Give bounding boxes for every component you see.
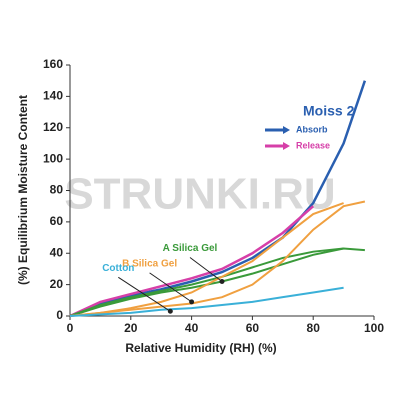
annotation-pointer xyxy=(118,276,171,312)
y-tick-label: 60 xyxy=(50,214,64,228)
y-tick-label: 80 xyxy=(50,183,64,197)
x-axis-label: Relative Humidity (RH) (%) xyxy=(125,341,276,355)
series-line xyxy=(69,205,315,318)
y-tick-label: 0 xyxy=(56,308,63,322)
x-tick-label: 20 xyxy=(124,321,138,335)
y-axis-label: (%) Equilibrium Moisture Content xyxy=(16,95,30,285)
y-tick-label: 20 xyxy=(50,277,64,291)
series-line xyxy=(69,247,344,317)
series-line xyxy=(69,286,344,317)
annotation-point xyxy=(219,278,225,284)
series-line xyxy=(69,202,344,317)
y-tick-label: 160 xyxy=(43,57,63,71)
x-tick-label: 40 xyxy=(185,321,199,335)
legend-arrow xyxy=(283,142,290,150)
annotation-point xyxy=(189,299,195,305)
x-tick-label: 60 xyxy=(246,321,260,335)
y-tick-label: 120 xyxy=(43,120,63,134)
annotation-pointer xyxy=(149,272,192,303)
annotation-text: Cotton xyxy=(102,263,134,274)
series-line xyxy=(69,80,367,318)
x-tick-label: 0 xyxy=(67,321,74,335)
legend-title: Moiss 2 xyxy=(303,103,355,119)
x-tick-label: 80 xyxy=(307,321,321,335)
legend-label: Release xyxy=(296,140,330,150)
annotation-text: B Silica Gel xyxy=(122,259,177,270)
y-tick-label: 100 xyxy=(43,151,63,165)
annotation-point xyxy=(167,308,173,314)
series-line xyxy=(69,200,366,317)
legend-arrow xyxy=(283,126,290,134)
annotation-pointer xyxy=(189,257,223,282)
y-tick-label: 40 xyxy=(50,245,64,259)
x-tick-label: 100 xyxy=(364,321,384,335)
watermark: STRUNKI.RU xyxy=(64,170,335,219)
y-tick-label: 140 xyxy=(43,89,63,103)
legend-label: Absorb xyxy=(296,124,328,134)
annotation-text: A Silica Gel xyxy=(163,243,218,254)
